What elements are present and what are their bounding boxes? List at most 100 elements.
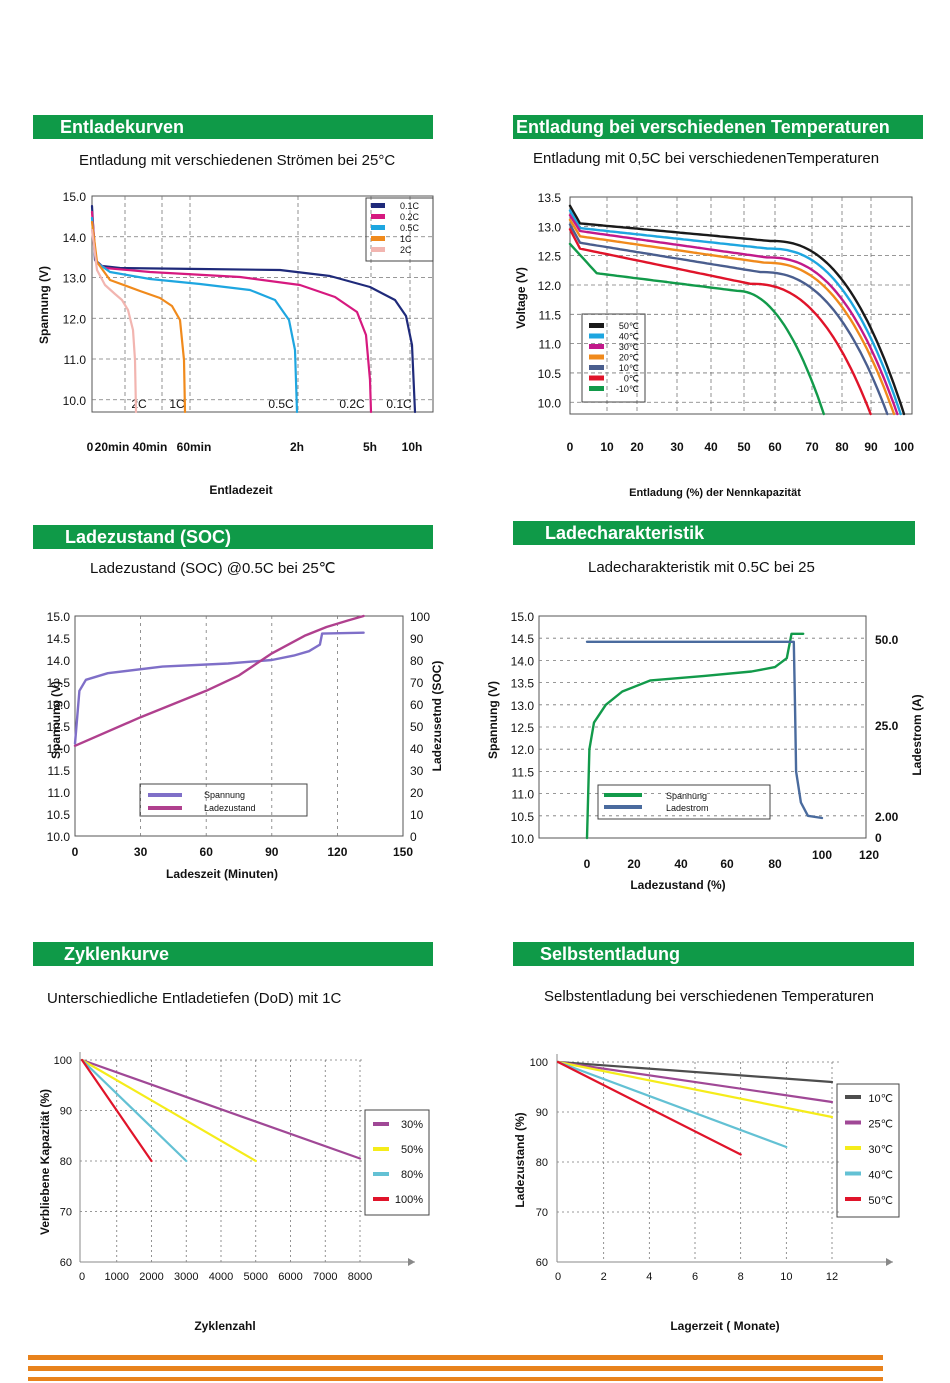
x-tick-label: 30 <box>670 440 684 454</box>
legend-swatch <box>371 236 385 241</box>
y-tick-label: 15.0 <box>47 610 71 624</box>
series-line-30℃ <box>556 1060 834 1119</box>
legend-swatch <box>373 1147 389 1151</box>
series-line-100% <box>80 1058 153 1163</box>
y2-tick-label: 10 <box>410 808 424 822</box>
plot-frame <box>569 196 913 415</box>
legend-box <box>365 197 434 262</box>
x-tick-label: 6 <box>692 1271 698 1283</box>
legend-box <box>597 784 771 820</box>
legend-label: 10℃ <box>619 363 639 373</box>
plot-frame <box>74 615 404 837</box>
x-tick-label: 0 <box>567 440 574 454</box>
legend-label: 40℃ <box>868 1170 893 1182</box>
y-tick-label: 10.0 <box>63 394 87 408</box>
y-tick-label: 13.5 <box>47 676 71 690</box>
legend-swatch <box>845 1171 861 1176</box>
series-line-0.2C <box>90 210 373 414</box>
y-tick-label: 13.5 <box>511 677 535 691</box>
x-tick-label: 90 <box>265 845 279 859</box>
subtitle-ladecharakteristik: Ladecharakteristik mit 0.5C bei 25 <box>588 559 815 576</box>
subtitle-zyklenkurve: Unterschiedliche Entladetiefen (DoD) mit… <box>47 990 342 1007</box>
legend-label: 25℃ <box>868 1119 893 1131</box>
series-line-50℃ <box>568 204 906 416</box>
x-tick-label: 10h <box>402 440 423 454</box>
x-tick-label: 4 <box>646 1271 652 1283</box>
y2-axis-label: Ladestrom (A) <box>910 694 924 775</box>
series-line-25℃ <box>556 1060 834 1104</box>
x-tick-label: 20 <box>630 440 644 454</box>
x-tick-label: 60 <box>720 857 734 871</box>
series-line-50% <box>80 1058 257 1163</box>
y-tick-label: 11.0 <box>539 338 562 352</box>
curve-label: 0.2C <box>339 397 365 411</box>
plot-frame <box>91 195 434 413</box>
y-tick-label: 12.0 <box>63 312 87 326</box>
y2-tick-label: 70 <box>410 676 424 690</box>
legend-label: 80% <box>401 1169 423 1181</box>
legend-label: 0℃ <box>624 374 639 384</box>
legend-swatch <box>373 1197 389 1201</box>
x-tick-label: 40min <box>133 440 168 454</box>
x-tick-label: 2 <box>601 1271 607 1283</box>
x-tick-label: 10 <box>780 1271 792 1283</box>
x-tick-label: 2h <box>290 440 304 454</box>
y-tick-label: 10.5 <box>47 808 71 822</box>
y-tick-label: 12.0 <box>538 279 562 293</box>
x-tick-label: 80 <box>835 440 849 454</box>
y-tick-label: 12.5 <box>47 720 71 734</box>
subtitle-soc: Ladezustand (SOC) @0.5C bei 25℃ <box>90 560 336 577</box>
y-tick-label: 12.0 <box>47 742 71 756</box>
y2-tick-label: 100 <box>410 610 430 624</box>
y-tick-label: 60 <box>536 1257 548 1269</box>
series-line-0℃ <box>568 228 872 416</box>
y-tick-label: 12.5 <box>538 250 562 264</box>
y2-tick-label: 0 <box>410 830 417 844</box>
series-line-1C <box>90 220 187 414</box>
x-tick-label: 60 <box>200 845 214 859</box>
y2-tick-label: 0 <box>875 831 882 845</box>
section-title-zyklenkurve: Zyklenkurve <box>33 942 433 966</box>
series-line-30℃ <box>568 213 899 416</box>
y-tick-label: 14.0 <box>63 231 87 245</box>
y-tick-label: 14.5 <box>47 632 71 646</box>
y-axis-label: Ladezustand (%) <box>513 1112 527 1207</box>
legend-label: 20℃ <box>619 353 639 363</box>
y-tick-label: 70 <box>60 1207 72 1219</box>
legend-swatch <box>604 793 642 797</box>
legend-swatch <box>845 1197 861 1201</box>
y-tick-label: 10.0 <box>538 396 562 410</box>
y-axis-label: Voltage (V) <box>514 267 528 329</box>
legend-swatch <box>148 806 182 810</box>
y2-tick-label: 2.00 <box>875 810 899 824</box>
y-tick-label: 11.0 <box>64 353 87 367</box>
y-tick-label: 10.0 <box>47 830 71 844</box>
section-title-selbstentladung: Selbstentladung <box>513 942 914 966</box>
x-tick-label: 20 <box>627 857 641 871</box>
y2-tick-label: 60 <box>410 698 424 712</box>
legend-label: -10℃ <box>616 384 639 394</box>
x-tick-label: 20min <box>95 440 130 454</box>
series-line-50℃ <box>556 1060 742 1156</box>
x-axis-arrow <box>408 1258 415 1266</box>
legend-label: 10℃ <box>868 1093 893 1105</box>
y-tick-label: 11.5 <box>539 308 562 322</box>
series-line--10℃ <box>568 242 825 416</box>
x-axis-label: Lagerzeit ( Monate) <box>670 1319 779 1333</box>
series-line-80% <box>80 1058 188 1163</box>
y-tick-label: 11.0 <box>48 786 71 800</box>
x-tick-label: 70 <box>805 440 819 454</box>
legend-swatch <box>589 323 604 328</box>
y-tick-label: 13.0 <box>511 699 535 713</box>
y2-tick-label: 80 <box>410 654 424 668</box>
x-tick-label: 8000 <box>348 1271 372 1283</box>
legend-swatch <box>589 333 604 339</box>
x-tick-label: 0 <box>72 845 79 859</box>
x-axis-label: Entladung (%) der Nennkapazität <box>629 487 801 499</box>
y-axis-label: Spannung (V) <box>37 266 51 344</box>
curve-label: 0.1C <box>386 397 412 411</box>
legend-box <box>836 1083 900 1218</box>
legend-swatch <box>371 247 385 252</box>
y-axis-label: Spannung (V) <box>49 681 63 759</box>
